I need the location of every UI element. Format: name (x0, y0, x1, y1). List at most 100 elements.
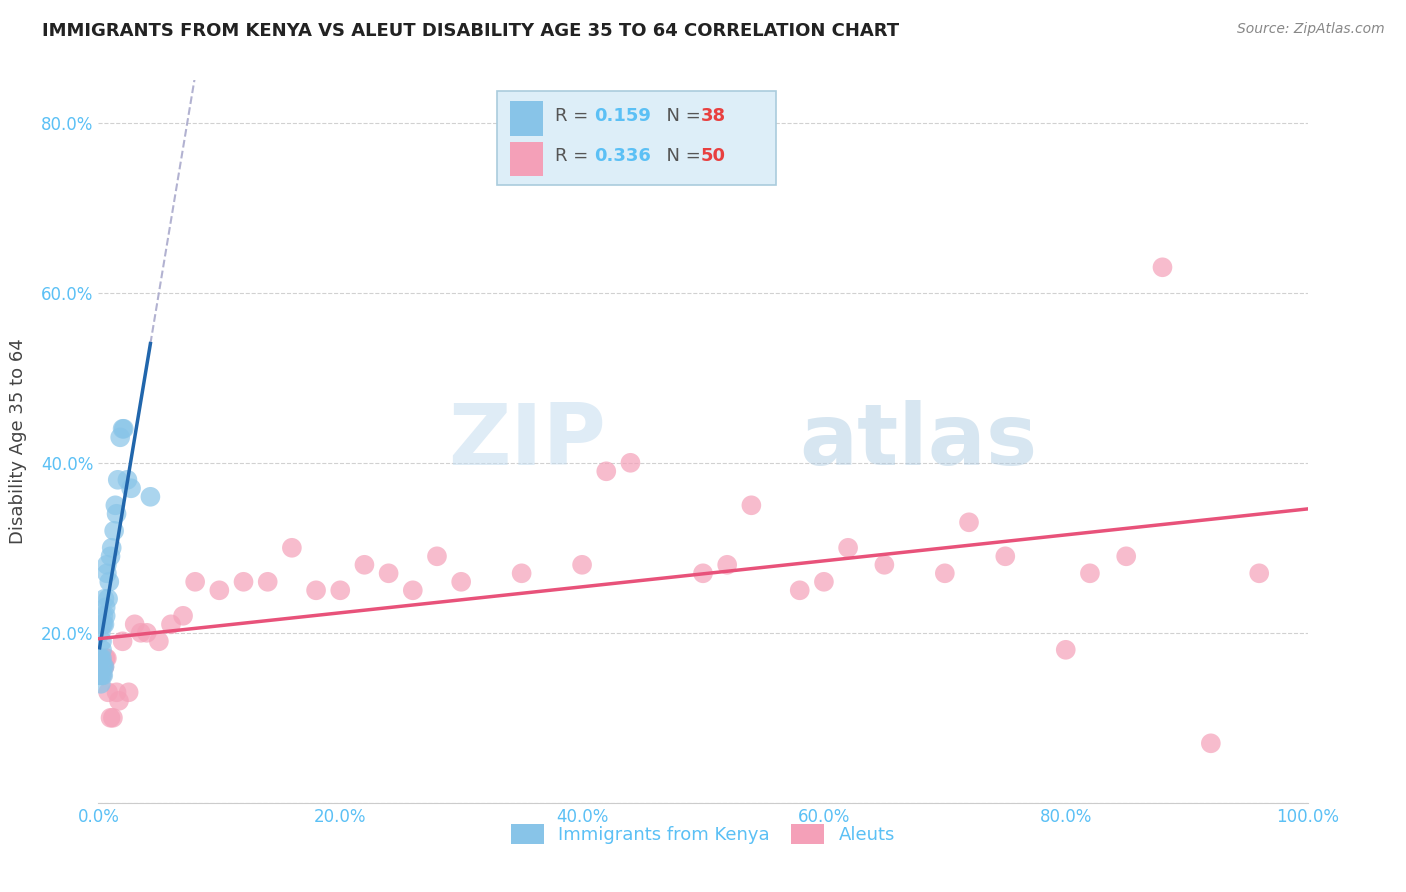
Point (139, 490, 162, 504)
Point (281, 541, 304, 555)
Point (96, 651, 118, 665)
Point (91, 651, 114, 665)
Point (91, 642, 114, 657)
Text: 0.159: 0.159 (595, 107, 651, 125)
Point (108, 430, 131, 444)
FancyBboxPatch shape (509, 101, 543, 136)
Point (619, 456, 641, 470)
Point (117, 473, 139, 487)
Point (595, 464, 617, 478)
Point (100, 541, 122, 555)
Point (813, 574, 835, 589)
Point (118, 685, 141, 699)
Point (232, 574, 254, 589)
Point (91, 617, 114, 632)
Point (104, 498, 127, 512)
Point (957, 516, 980, 530)
Point (450, 574, 472, 589)
Point (994, 549, 1017, 564)
Point (256, 574, 278, 589)
Point (740, 498, 762, 512)
Point (329, 583, 352, 598)
Point (93, 617, 115, 632)
Point (91, 668, 114, 682)
Y-axis label: Disability Age 35 to 64: Disability Age 35 to 64 (10, 339, 27, 544)
Point (98, 574, 121, 589)
FancyBboxPatch shape (509, 142, 543, 177)
Point (1115, 549, 1137, 564)
Point (1249, 566, 1271, 581)
Point (1054, 642, 1077, 657)
Point (111, 634, 134, 648)
Point (135, 625, 157, 640)
Point (426, 549, 449, 564)
Point (934, 566, 956, 581)
Point (94, 600, 117, 615)
Point (90, 651, 112, 665)
Text: N =: N = (655, 107, 706, 125)
Point (873, 558, 896, 572)
Point (91, 668, 114, 682)
Point (90, 668, 112, 682)
Point (91, 634, 114, 648)
Point (97, 591, 120, 606)
Text: N =: N = (655, 147, 706, 166)
Point (91, 660, 114, 674)
Point (93, 591, 115, 606)
Point (89, 651, 111, 665)
Text: 50: 50 (700, 147, 725, 166)
Point (105, 507, 128, 521)
Point (148, 634, 170, 648)
Point (377, 566, 399, 581)
Point (91, 660, 114, 674)
Point (105, 685, 128, 699)
Point (89, 668, 111, 682)
Point (91, 617, 114, 632)
Point (93, 660, 115, 674)
Point (353, 558, 375, 572)
Point (184, 574, 207, 589)
Point (89, 651, 111, 665)
Text: IMMIGRANTS FROM KENYA VS ALEUT DISABILITY AGE 35 TO 64 CORRELATION CHART: IMMIGRANTS FROM KENYA VS ALEUT DISABILIT… (42, 22, 900, 40)
Text: ZIP: ZIP (449, 400, 606, 483)
Point (402, 583, 425, 598)
Point (571, 558, 593, 572)
Point (208, 583, 231, 598)
Point (120, 481, 142, 495)
Point (124, 617, 146, 632)
Point (91, 660, 114, 674)
Text: 38: 38 (700, 107, 725, 125)
Point (172, 608, 194, 623)
FancyBboxPatch shape (498, 91, 776, 185)
Text: Source: ZipAtlas.com: Source: ZipAtlas.com (1237, 22, 1385, 37)
Point (1078, 566, 1101, 581)
Point (100, 711, 122, 725)
Point (90, 625, 112, 640)
Point (305, 583, 328, 598)
Point (1199, 736, 1222, 750)
Point (716, 558, 738, 572)
Point (97, 685, 120, 699)
Point (93, 660, 115, 674)
Point (112, 422, 135, 436)
Point (108, 694, 131, 708)
Point (107, 473, 129, 487)
Point (90, 677, 112, 691)
Point (94, 608, 117, 623)
Text: 0.336: 0.336 (595, 147, 651, 166)
Point (837, 541, 859, 555)
Point (100, 549, 122, 564)
Point (91, 668, 114, 682)
Text: R =: R = (555, 147, 595, 166)
Point (160, 617, 183, 632)
Point (103, 524, 125, 538)
Point (101, 711, 124, 725)
Point (692, 566, 714, 581)
Point (510, 566, 533, 581)
Point (91, 608, 114, 623)
Text: R =: R = (555, 107, 595, 125)
Point (94, 651, 117, 665)
Point (111, 422, 134, 436)
Point (96, 558, 118, 572)
Point (1152, 260, 1174, 275)
